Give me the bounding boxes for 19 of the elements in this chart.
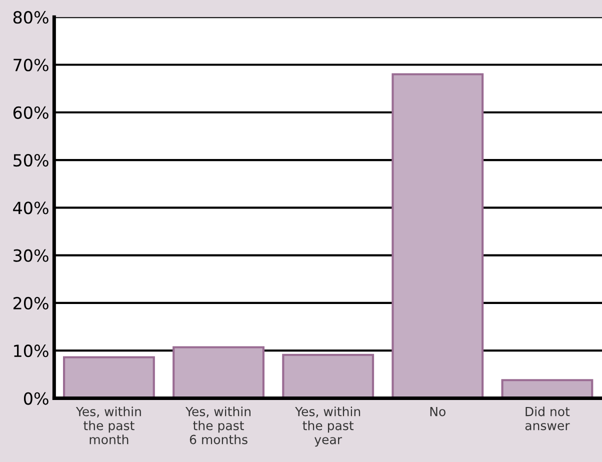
bar [62,356,155,398]
y-tick-label: 0% [24,392,48,405]
y-tick-label: 60% [13,106,48,119]
x-tick-label: No [430,406,446,416]
y-tick-label: 50% [14,154,48,167]
y-tick-label: 70% [14,58,48,72]
bar [172,346,264,398]
y-tick-label: 10% [14,344,48,358]
bar [392,73,484,398]
x-tick-label: Did not answer [525,406,570,430]
bar [282,354,374,398]
y-tick-label: 30% [14,249,48,262]
x-tick-label: Yes, within the past year [295,406,360,447]
y-tick-label: 80% [13,11,48,24]
x-tick-label: Yes, within the past month [76,406,141,444]
x-tick-label: Yes, within the past 6 months [185,406,250,444]
y-tick-label: 40% [13,202,48,214]
y-tick-label: 20% [13,296,48,310]
bar [501,379,594,398]
